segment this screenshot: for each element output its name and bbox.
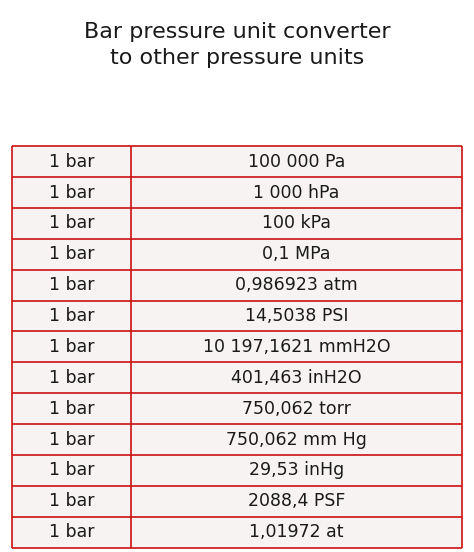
Bar	[12, 486, 462, 517]
Text: 1 bar: 1 bar	[49, 431, 94, 449]
Text: 0,1 MPa: 0,1 MPa	[263, 245, 331, 263]
Text: 1 bar: 1 bar	[49, 338, 94, 356]
Text: 10 197,1621 mmH2O: 10 197,1621 mmH2O	[203, 338, 391, 356]
Text: 401,463 inH2O: 401,463 inH2O	[231, 369, 362, 387]
Text: 1 bar: 1 bar	[49, 307, 94, 325]
Bar	[12, 239, 462, 270]
Bar	[12, 332, 462, 362]
Text: Bar pressure unit converter
to other pressure units: Bar pressure unit converter to other pre…	[84, 22, 390, 68]
Text: 1 bar: 1 bar	[49, 184, 94, 201]
Bar	[12, 146, 462, 177]
Text: 1,01972 at: 1,01972 at	[249, 523, 344, 541]
Text: 750,062 mm Hg: 750,062 mm Hg	[226, 431, 367, 449]
Bar	[12, 301, 462, 332]
Bar	[12, 517, 462, 548]
Text: 100 kPa: 100 kPa	[262, 215, 331, 232]
Text: 1 bar: 1 bar	[49, 369, 94, 387]
Bar	[12, 455, 462, 486]
Text: 1 bar: 1 bar	[49, 153, 94, 171]
Text: 100 000 Pa: 100 000 Pa	[248, 153, 346, 171]
Text: 1 bar: 1 bar	[49, 215, 94, 232]
Text: 1 bar: 1 bar	[49, 245, 94, 263]
Text: 1 000 hPa: 1 000 hPa	[254, 184, 340, 201]
Text: 750,062 torr: 750,062 torr	[242, 400, 351, 418]
Text: 29,53 inHg: 29,53 inHg	[249, 461, 344, 479]
Text: 1 bar: 1 bar	[49, 523, 94, 541]
Text: 1 bar: 1 bar	[49, 461, 94, 479]
Text: 14,5038 PSI: 14,5038 PSI	[245, 307, 348, 325]
Text: 2088,4 PSF: 2088,4 PSF	[248, 492, 346, 510]
Bar	[12, 177, 462, 208]
Bar	[12, 424, 462, 455]
Bar	[12, 393, 462, 424]
Bar	[12, 362, 462, 393]
Bar	[12, 208, 462, 239]
Text: 0,986923 atm: 0,986923 atm	[235, 276, 358, 294]
Text: 1 bar: 1 bar	[49, 492, 94, 510]
Text: 1 bar: 1 bar	[49, 400, 94, 418]
Text: 1 bar: 1 bar	[49, 276, 94, 294]
Bar	[12, 270, 462, 301]
